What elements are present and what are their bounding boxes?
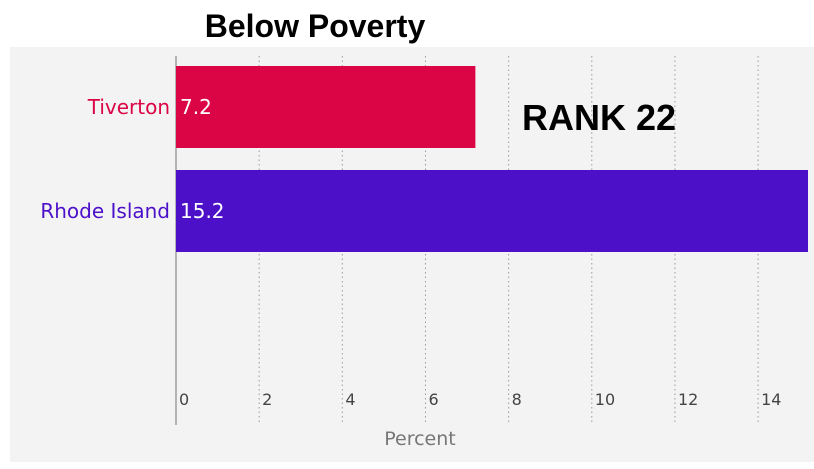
x-tick-label: 8 bbox=[512, 390, 522, 409]
x-tick-label: 4 bbox=[345, 390, 355, 409]
category-label: Rhode Island bbox=[40, 199, 170, 223]
value-label: 15.2 bbox=[180, 199, 225, 223]
x-tick-label: 14 bbox=[761, 390, 781, 409]
x-tick-label: 10 bbox=[595, 390, 615, 409]
bar-tiverton bbox=[176, 66, 476, 148]
bars bbox=[176, 66, 808, 252]
x-tick-label: 12 bbox=[678, 390, 698, 409]
labels: 0 2 4 6 8 10 12 14 Tiverton 7.2 Rhode Island 15.2 bbox=[40, 95, 781, 409]
x-axis-title: Percent bbox=[384, 428, 456, 450]
bar-rhode-island bbox=[176, 170, 808, 252]
value-label: 7.2 bbox=[180, 95, 212, 119]
x-tick-label: 6 bbox=[428, 390, 438, 409]
x-tick-label: 0 bbox=[179, 390, 189, 409]
category-label: Tiverton bbox=[87, 95, 170, 119]
rank-annotation: RANK 22 bbox=[522, 97, 677, 138]
x-tick-label: 2 bbox=[262, 390, 272, 409]
chart-title: Below Poverty bbox=[204, 8, 426, 44]
